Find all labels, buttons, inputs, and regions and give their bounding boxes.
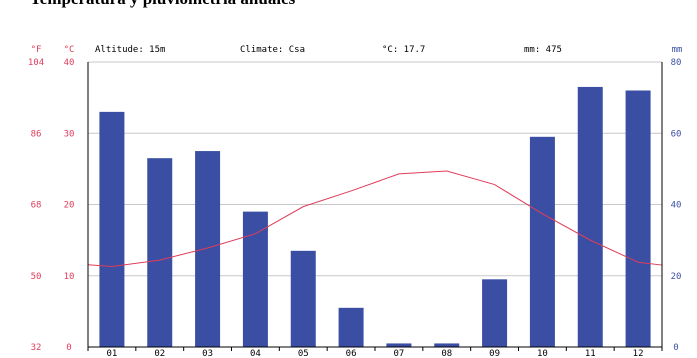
celsius-tick-label: 20 — [64, 201, 75, 211]
x-tick-label: 10 — [537, 349, 548, 358]
precipitation-bar — [338, 307, 364, 347]
x-tick-label: 06 — [346, 349, 357, 358]
x-tick-label: 09 — [489, 349, 500, 358]
altitude-label: Altitude: 15m — [95, 45, 165, 55]
precipitation-tick-label: 80 — [671, 58, 682, 68]
precipitation-bar — [290, 250, 316, 347]
fahrenheit-tick-label: 32 — [31, 343, 42, 353]
precipitation-bar — [195, 151, 221, 347]
precipitation-bar — [434, 343, 460, 347]
celsius-tick-label: 30 — [64, 129, 75, 139]
precipitation-unit-label: mm — [672, 45, 683, 55]
precipitation-tick-label: 60 — [671, 129, 682, 139]
x-tick-label: 04 — [250, 349, 261, 358]
x-tick-label: 02 — [154, 349, 165, 358]
celsius-unit-label: °C — [64, 45, 75, 55]
precipitation-bars — [99, 86, 651, 347]
climate-label: Climate: Csa — [240, 45, 305, 55]
x-tick-label: 11 — [585, 349, 596, 358]
celsius-tick-label: 40 — [64, 58, 75, 68]
precipitation-bar — [147, 158, 173, 347]
mean-temperature-label: °C: 17.7 — [382, 45, 425, 55]
x-tick-label: 12 — [633, 349, 644, 358]
fahrenheit-tick-label: 68 — [31, 201, 42, 211]
fahrenheit-tick-label: 50 — [31, 272, 42, 282]
fahrenheit-unit-label: °F — [31, 45, 42, 55]
precipitation-bar — [625, 90, 651, 347]
x-tick-label: 05 — [298, 349, 309, 358]
celsius-tick-label: 10 — [64, 272, 75, 282]
grid-lines — [88, 61, 662, 277]
precipitation-bar — [242, 211, 268, 347]
axis-labels: 01 02 03 04 05 06 07 08 09 10 11 12 0 32 10 50 20 68 30 86 4… — [28, 58, 682, 358]
precipitation-bar — [529, 136, 555, 347]
x-tick-label: 07 — [393, 349, 404, 358]
precipitation-tick-label: 20 — [671, 272, 682, 282]
precipitation-tick-label: 0 — [673, 343, 678, 353]
x-tick-label: 01 — [106, 349, 117, 358]
precipitation-bar — [482, 279, 508, 347]
axis-ticks — [87, 346, 663, 351]
celsius-tick-label: 0 — [66, 343, 71, 353]
x-tick-label: 03 — [202, 349, 213, 358]
page-title: Temperatura y pluviometría anuales — [30, 0, 295, 9]
precipitation-tick-label: 40 — [671, 201, 682, 211]
total-precipitation-label: mm: 475 — [524, 45, 562, 55]
x-tick-label: 08 — [441, 349, 452, 358]
temperature-line — [87, 170, 663, 267]
precipitation-bar — [577, 86, 603, 347]
fahrenheit-tick-label: 86 — [31, 129, 42, 139]
precipitation-bar — [99, 111, 125, 347]
fahrenheit-tick-label: 104 — [28, 58, 44, 68]
precipitation-bar — [386, 343, 412, 347]
